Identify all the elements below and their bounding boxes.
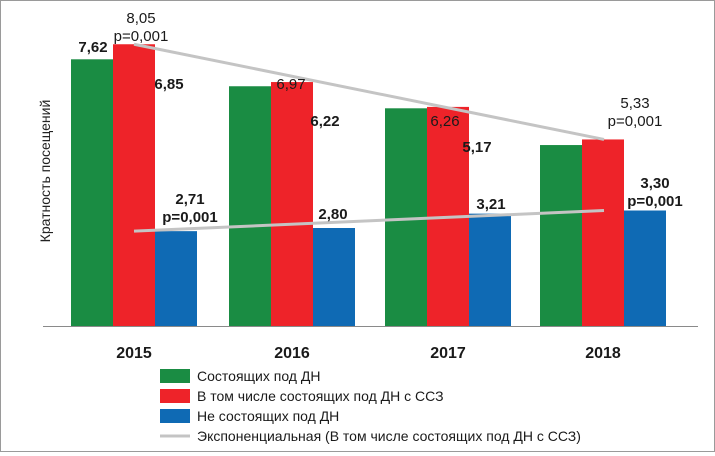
trendlines-layer xyxy=(133,42,605,233)
x-tick-labels: 2015 2016 2017 2018 xyxy=(116,345,621,362)
trendline-1 xyxy=(133,42,605,141)
data-label-s1-2018-1: 5,17 xyxy=(462,139,491,156)
x-tick-2017: 2017 xyxy=(430,345,466,362)
data-label-s1-2017-1: 6,22 xyxy=(310,113,339,130)
bars-layer xyxy=(71,44,666,327)
bar-3-2016 xyxy=(313,228,355,326)
y-axis-label: Кратность посещений xyxy=(37,100,53,243)
data-label-s2-2016-1: 6,97 xyxy=(276,76,305,93)
trendline-2 xyxy=(133,209,605,233)
legend-label-1: Состоящих под ДН xyxy=(197,368,320,384)
legend-label-2: В том числе состоящих под ДН с ССЗ xyxy=(197,388,444,404)
data-label-s1-2016-1: 6,85 xyxy=(154,76,183,93)
data-label-s3-2016-1: 2,80 xyxy=(318,206,347,223)
legend-swatch-1 xyxy=(160,369,190,383)
bar-1-2018 xyxy=(540,145,582,326)
data-label-s2-2018-2: p=0,001 xyxy=(608,113,663,130)
data-label-s3-2017-1: 3,21 xyxy=(476,196,505,213)
x-tick-2015: 2015 xyxy=(116,345,152,362)
x-tick-2016: 2016 xyxy=(274,345,310,362)
data-labels-layer: 7,626,856,225,178,05p=0,0016,976,265,33p… xyxy=(78,10,682,226)
bar-3-2017 xyxy=(469,213,511,326)
data-label-s3-2015-2: p=0,001 xyxy=(162,209,217,226)
legend-label-4: Экспоненциальная (В том числе состоящих … xyxy=(197,428,581,444)
data-label-s2-2015-1: 8,05 xyxy=(126,10,155,27)
legend: Состоящих под ДН В том числе состоящих по… xyxy=(160,368,581,444)
data-label-s2-2018-1: 5,33 xyxy=(620,95,649,112)
bar-2-2018 xyxy=(582,139,624,326)
legend-swatch-2 xyxy=(160,389,190,403)
data-label-s2-2015-2: p=0,001 xyxy=(114,28,169,45)
data-label-s3-2018-1: 3,30 xyxy=(640,175,669,192)
data-label-s1-2015-1: 7,62 xyxy=(78,39,107,56)
bar-3-2015 xyxy=(155,231,197,326)
bar-3-2018 xyxy=(624,210,666,326)
bar-2-2016 xyxy=(271,82,313,326)
x-tick-2018: 2018 xyxy=(585,345,621,362)
legend-label-3: Не состоящих под ДН xyxy=(197,408,339,424)
bar-2-2015 xyxy=(113,44,155,326)
data-label-s3-2015-1: 2,71 xyxy=(175,191,204,208)
data-label-s2-2017-1: 6,26 xyxy=(430,113,459,130)
legend-swatch-3 xyxy=(160,409,190,423)
bar-1-2016 xyxy=(229,86,271,326)
bar-1-2015 xyxy=(71,59,113,327)
data-label-s3-2018-2: p=0,001 xyxy=(627,193,682,210)
